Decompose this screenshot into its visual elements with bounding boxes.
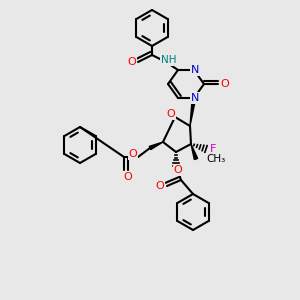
Text: NH: NH xyxy=(161,55,177,65)
Text: O: O xyxy=(156,181,164,191)
Polygon shape xyxy=(190,98,196,126)
Text: O: O xyxy=(220,79,230,89)
Text: O: O xyxy=(124,172,132,182)
Text: O: O xyxy=(174,165,182,175)
Text: N: N xyxy=(191,93,199,103)
Text: O: O xyxy=(128,57,136,67)
Text: O: O xyxy=(129,149,137,159)
Text: N: N xyxy=(191,65,199,75)
Polygon shape xyxy=(149,142,163,150)
Text: CH₃: CH₃ xyxy=(206,154,225,164)
Text: F: F xyxy=(210,144,216,154)
Text: O: O xyxy=(167,109,176,119)
Polygon shape xyxy=(191,144,198,160)
